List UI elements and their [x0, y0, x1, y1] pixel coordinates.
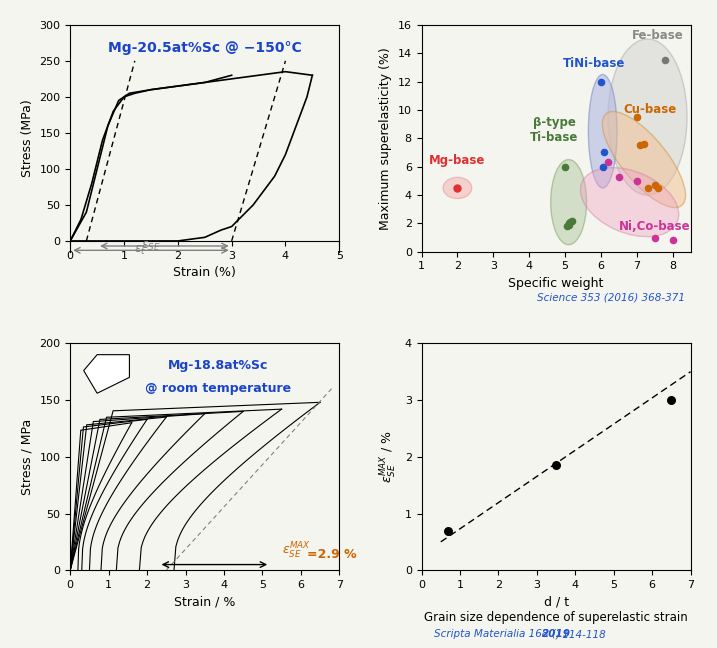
Point	[551, 460, 562, 470]
Point	[561, 221, 573, 231]
Y-axis label: Maximum superelasticity (%): Maximum superelasticity (%)	[379, 47, 392, 229]
Point	[649, 180, 660, 191]
Text: Mg-20.5at%Sc @ −150°C: Mg-20.5at%Sc @ −150°C	[108, 41, 302, 54]
Point	[452, 183, 463, 193]
Polygon shape	[84, 354, 130, 393]
Y-axis label: Stress / MPa: Stress / MPa	[21, 419, 34, 495]
Ellipse shape	[443, 178, 472, 198]
Point	[660, 55, 671, 65]
Text: Cu-base: Cu-base	[623, 103, 676, 116]
Text: Scripta Materialia 168 (: Scripta Materialia 168 (	[435, 629, 556, 639]
X-axis label: Specific weight: Specific weight	[508, 277, 604, 290]
Text: Ni,Co-base: Ni,Co-base	[619, 220, 690, 233]
Point	[442, 526, 454, 536]
Text: Mg-18.8at%Sc: Mg-18.8at%Sc	[168, 359, 268, 372]
X-axis label: Strain / %: Strain / %	[174, 596, 235, 608]
Point	[565, 217, 576, 227]
Point	[631, 112, 642, 122]
Point	[665, 395, 677, 405]
Text: β-type
Ti-base: β-type Ti-base	[530, 116, 579, 144]
Ellipse shape	[589, 75, 617, 188]
Text: Science 353 (2016) 368-371: Science 353 (2016) 368-371	[537, 293, 685, 303]
X-axis label: d / t: d / t	[543, 596, 569, 608]
Point	[563, 218, 574, 229]
Text: Fe-base: Fe-base	[632, 29, 683, 42]
Y-axis label: Stress (MPa): Stress (MPa)	[21, 99, 34, 177]
Point	[563, 220, 574, 230]
Point	[631, 176, 642, 186]
Text: TiNi-base: TiNi-base	[563, 58, 625, 71]
Text: Grain size dependence of superelastic strain: Grain size dependence of superelastic st…	[424, 611, 688, 624]
Text: 2019: 2019	[541, 629, 571, 639]
X-axis label: Strain (%): Strain (%)	[174, 266, 236, 279]
Ellipse shape	[602, 111, 685, 207]
Point	[595, 76, 607, 87]
Point	[613, 172, 625, 182]
Text: Mg-base: Mg-base	[429, 154, 485, 167]
Point	[635, 140, 646, 150]
Point	[638, 139, 650, 149]
Y-axis label: $\varepsilon_{SE}^{MAX}$ / %: $\varepsilon_{SE}^{MAX}$ / %	[379, 430, 399, 483]
Point	[599, 147, 610, 157]
Text: $\varepsilon_{SE}^{MAX}$: $\varepsilon_{SE}^{MAX}$	[282, 541, 310, 561]
Ellipse shape	[581, 168, 679, 237]
Text: ) 114-118: ) 114-118	[556, 629, 607, 639]
Text: $\varepsilon_{SE}$: $\varepsilon_{SE}$	[141, 240, 161, 253]
Ellipse shape	[551, 159, 587, 245]
Point	[566, 215, 578, 226]
Point	[597, 161, 609, 172]
Point	[667, 235, 678, 246]
Text: $\varepsilon_t$: $\varepsilon_t$	[134, 244, 146, 257]
Text: =2.9 %: =2.9 %	[307, 548, 356, 561]
Point	[642, 183, 653, 193]
Ellipse shape	[608, 39, 687, 195]
Point	[652, 183, 664, 193]
Point	[602, 157, 614, 168]
Point	[649, 233, 660, 243]
Point	[559, 161, 571, 172]
Text: @ room temperature: @ room temperature	[145, 382, 291, 395]
